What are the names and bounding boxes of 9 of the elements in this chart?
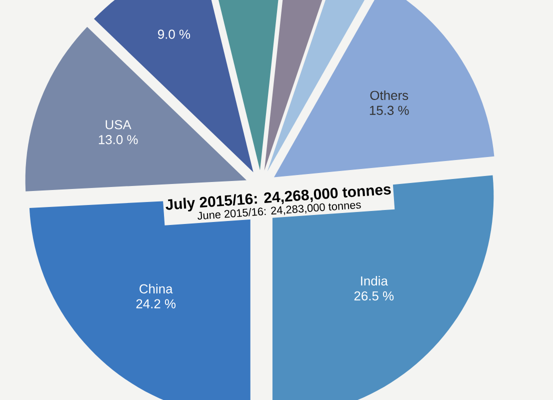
data-label: 26.5 % bbox=[354, 291, 394, 300]
slice-label: India bbox=[361, 276, 388, 286]
data-label: 24.2 % bbox=[136, 299, 176, 308]
slice-label: USA bbox=[106, 120, 132, 130]
data-label: 15.3 % bbox=[370, 106, 409, 115]
data-label: 13.0 % bbox=[98, 135, 138, 144]
slice-label: Others bbox=[370, 90, 408, 100]
data-label: 9.0 % bbox=[158, 30, 190, 39]
slice-label: China bbox=[140, 284, 173, 294]
